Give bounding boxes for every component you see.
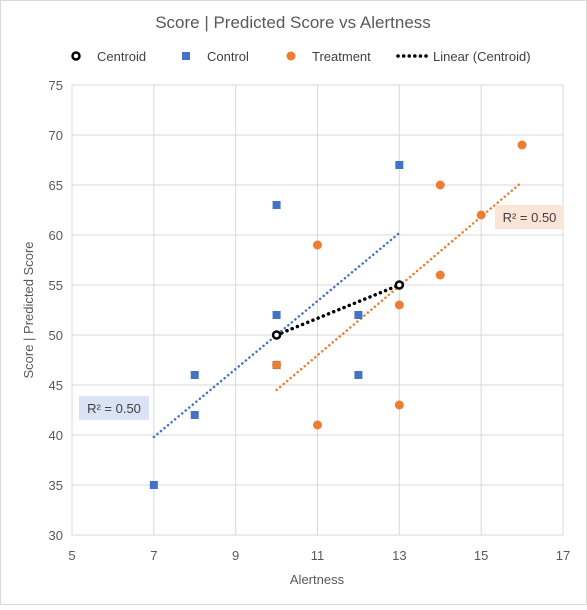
- legend-marker-treatment: [286, 51, 296, 61]
- legend-label-trendline: Linear (Centroid): [433, 49, 531, 64]
- x-tick-label: 5: [68, 548, 75, 563]
- data-points: [149, 140, 527, 489]
- control-point: [272, 201, 281, 209]
- legend: Centroid Control Treatment Linear (Centroid…: [71, 49, 531, 64]
- legend-label-centroid: Centroid: [97, 49, 146, 64]
- control-point: [395, 161, 404, 169]
- r2-label: R² = 0.50: [87, 401, 141, 416]
- x-tick-label: 9: [232, 548, 239, 563]
- treatment-point: [476, 210, 486, 220]
- r2-box: [79, 396, 149, 420]
- treatment-point: [272, 360, 282, 370]
- treatment-point: [394, 300, 404, 310]
- x-tick-label: 7: [150, 548, 157, 563]
- centroid-trendline: [274, 283, 402, 337]
- x-tick-label: 17: [556, 548, 570, 563]
- r2-label: R² = 0.50: [503, 210, 557, 225]
- control-point: [190, 371, 199, 379]
- y-tick-label: 75: [49, 78, 63, 93]
- y-tick-label: 35: [49, 478, 63, 493]
- y-tick-label: 70: [49, 128, 63, 143]
- treatment-point: [394, 400, 404, 410]
- y-tick-label: 45: [49, 378, 63, 393]
- control-point: [354, 311, 363, 319]
- y-tick-label: 30: [49, 528, 63, 543]
- chart-title: Score | Predicted Score vs Alertness: [155, 13, 431, 32]
- control-point: [149, 481, 158, 489]
- legend-label-treatment: Treatment: [312, 49, 371, 64]
- centroid-point: [271, 330, 282, 340]
- tick-labels: 30 35 40 45 50 55 60 65 70 75 5 7 9 11 13 15 17: [49, 78, 571, 563]
- centroid-point: [394, 280, 405, 290]
- y-tick-label: 65: [49, 178, 63, 193]
- treatment-point: [313, 420, 322, 430]
- treatment-point: [435, 270, 445, 280]
- y-axis-label: Score | Predicted Score: [21, 241, 36, 378]
- treatment-point: [517, 140, 527, 150]
- x-tick-label: 13: [392, 548, 406, 563]
- trendline: [152, 231, 401, 439]
- x-tick-label: 15: [474, 548, 488, 563]
- legend-label-control: Control: [207, 49, 249, 64]
- legend-marker-centroid: [71, 51, 81, 61]
- r2-box: [495, 205, 564, 229]
- treatment-point: [313, 240, 322, 250]
- y-tick-label: 60: [49, 228, 63, 243]
- x-tick-label: 11: [311, 548, 325, 563]
- y-tick-label: 50: [49, 328, 63, 343]
- legend-marker-control: [182, 52, 190, 60]
- control-point: [190, 411, 199, 419]
- r-squared-annotations: R² = 0.50 R² = 0.50: [79, 205, 564, 420]
- control-point: [272, 311, 281, 319]
- y-tick-label: 55: [49, 278, 63, 293]
- x-axis-label: Alertness: [290, 572, 345, 587]
- y-tick-label: 40: [49, 428, 63, 443]
- control-point: [354, 371, 363, 379]
- treatment-point: [435, 180, 445, 190]
